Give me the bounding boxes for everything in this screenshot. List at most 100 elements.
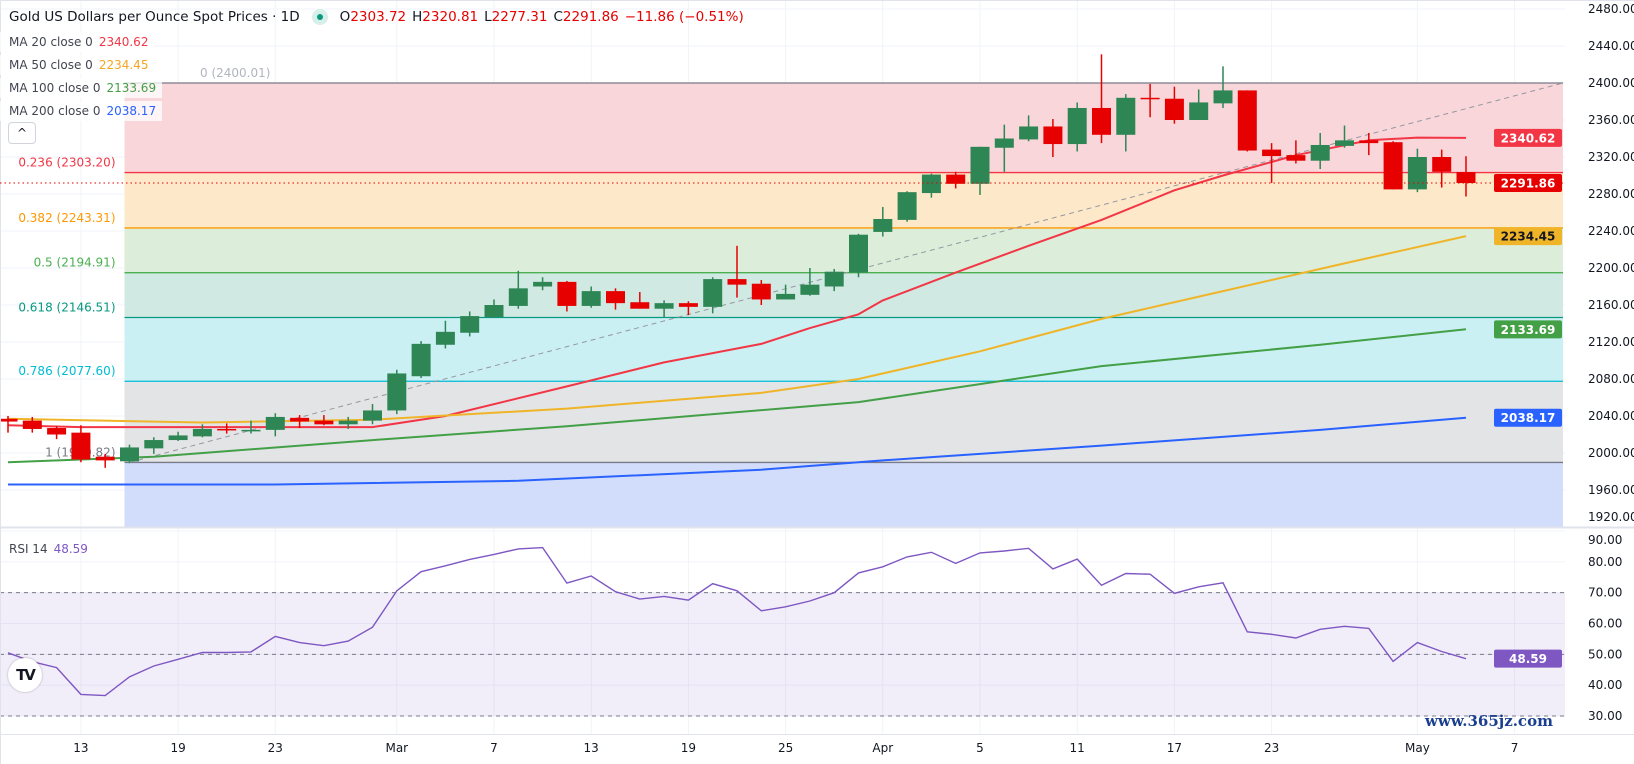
candle (581, 286, 601, 308)
candle-body (946, 174, 966, 184)
rsi-tick-label: 90.00 (1588, 533, 1622, 547)
candle (387, 369, 407, 415)
candle-body (970, 146, 990, 184)
candle (1164, 86, 1184, 124)
candle-body (1140, 97, 1160, 100)
candle (1383, 141, 1403, 190)
fib-band-0.618 (124, 317, 1563, 382)
rsi-legend[interactable]: RSI 14 48.59 (9, 542, 88, 556)
candle (994, 124, 1014, 172)
candle (411, 341, 431, 379)
candle (946, 171, 966, 189)
last-price-tag: 2291.86 (1501, 177, 1556, 191)
fib-label-0.618: 0.618 (2146.51) (18, 300, 115, 314)
candle-body (217, 428, 237, 431)
candle-body (1116, 97, 1136, 135)
rsi-tick-label: 70.00 (1588, 586, 1622, 600)
price-tick-label: 1960.00 (1588, 483, 1634, 497)
ohlc-values: O2303.72 H2320.81 L2277.31 C2291.86 −11.86 (… (340, 9, 750, 25)
candle-body (897, 192, 917, 220)
candle (703, 277, 723, 314)
candle (217, 423, 237, 434)
symbol-title[interactable]: Gold US Dollars per Ounce Spot Prices · … (9, 9, 300, 25)
candle-body (606, 291, 625, 304)
candle-body (192, 428, 212, 437)
fib-band-0.236 (124, 172, 1563, 228)
time-tick-label: 11 (1070, 741, 1085, 755)
candle (1140, 83, 1160, 118)
candle (71, 425, 91, 463)
candle (1019, 115, 1039, 142)
price-tick-label: 2320.00 (1588, 150, 1634, 164)
candle-body (314, 420, 334, 425)
candle (1189, 89, 1209, 120)
market-status-icon[interactable] (311, 9, 328, 25)
candle-body (1092, 107, 1111, 135)
candle (1092, 54, 1111, 144)
fib-band-0.382 (124, 227, 1563, 273)
ma20-legend[interactable]: MA 20 close 0 2340.62 (0, 32, 155, 52)
candle (144, 437, 164, 454)
ma-price-tag-bg (1494, 320, 1562, 339)
candle-body (0, 418, 18, 422)
candle-body (533, 281, 553, 287)
status-dot (316, 14, 323, 20)
fib-band-0.786 (124, 381, 1563, 463)
candle-body (1164, 98, 1184, 120)
fib-label-0.236: 0.236 (2303.20) (18, 156, 115, 170)
candle (435, 320, 455, 349)
candle-body (1019, 126, 1039, 140)
ma200-legend[interactable]: MA 200 close 0 2038.17 (0, 101, 163, 121)
candle (1286, 140, 1306, 164)
time-tick-label: 17 (1167, 741, 1182, 755)
candle (630, 292, 650, 309)
candle-body (1213, 90, 1233, 104)
ma50-label: MA 50 close 0 (9, 58, 93, 72)
fib-label-0.382: 0.382 (2243.31) (18, 211, 115, 225)
close-value: 2291.86 (562, 9, 619, 25)
price-tick-label: 1920.00 (1588, 510, 1634, 524)
rsi-label: RSI 14 (9, 542, 48, 556)
candle-body (751, 283, 771, 300)
candle (1359, 132, 1379, 156)
candle (1067, 102, 1087, 152)
time-tick-label: 13 (584, 741, 599, 755)
ma100-value: 2133.69 (106, 81, 157, 95)
logo-text: TV (16, 666, 36, 684)
candle (776, 284, 796, 300)
candle (921, 173, 941, 198)
candle-body (290, 417, 310, 422)
candle-body (654, 303, 674, 309)
candle (824, 268, 844, 292)
ma-price-tag-bg (1494, 128, 1562, 147)
ma50-legend[interactable]: MA 50 close 0 2234.45 (0, 55, 155, 75)
candle (1116, 94, 1136, 152)
price-tick-label: 2480.00 (1588, 2, 1634, 16)
price-tick-label: 2280.00 (1588, 187, 1634, 201)
candle-body (1189, 102, 1209, 120)
low-key: L (484, 9, 492, 25)
candle-body (1335, 140, 1354, 146)
candle-body (387, 373, 407, 411)
candle (508, 270, 528, 309)
candle-body (47, 428, 67, 435)
collapse-legend-button[interactable]: ^ (8, 122, 36, 144)
candle-body (435, 331, 455, 345)
candle-body (71, 432, 91, 460)
price-tick-label: 2160.00 (1588, 298, 1634, 312)
candle (1310, 132, 1330, 170)
rsi-tick-label: 40.00 (1588, 678, 1622, 692)
price-tick-label: 2120.00 (1588, 335, 1634, 349)
rsi-value-tag-bg (1494, 649, 1562, 668)
open-key: O (339, 9, 351, 25)
candle (1043, 119, 1063, 157)
ma100-legend[interactable]: MA 100 close 0 2133.69 (0, 78, 163, 98)
ma20-value: 2340.62 (98, 35, 149, 49)
candle (168, 431, 188, 441)
candle (1213, 66, 1233, 108)
candle-body (873, 218, 893, 232)
time-tick-label: 5 (976, 741, 984, 755)
tradingview-logo[interactable]: TV (8, 658, 42, 692)
